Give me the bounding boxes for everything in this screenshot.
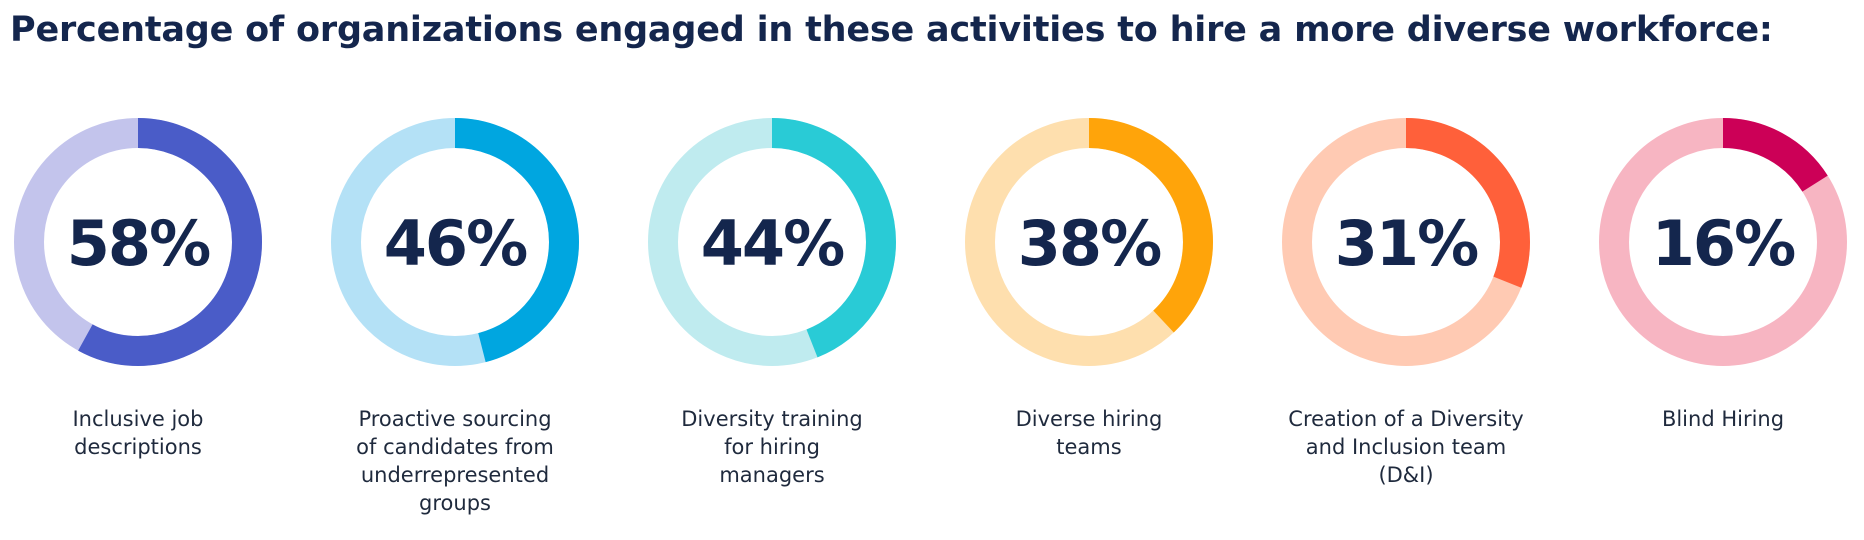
donut-value-arc-1 [14,118,262,366]
donut-caption-2: Proactive sourcing of candidates from un… [356,407,554,515]
donut-value-label-4: 38% [1018,207,1161,280]
donut-caption-5: Creation of a Diversity and Inclusion te… [1288,407,1524,487]
donut-value-arc-5 [1282,118,1530,366]
donut-caption-4: Diverse hiring teams [1015,407,1163,459]
donut-6: 16% [1599,118,1847,366]
donut-value-label-6: 16% [1652,207,1795,280]
chart-title: Percentage of organizations engaged in t… [10,10,1773,50]
donut-3: 44% [648,118,896,366]
donut-value-label-3: 44% [701,207,844,280]
donut-4: 38% [965,118,1213,366]
donut-value-label-5: 31% [1335,207,1478,280]
donut-value-arc-6 [1599,118,1847,366]
donut-value-label-1: 58% [67,207,210,280]
donut-value-label-2: 46% [384,207,527,280]
donut-1: 58% [14,118,262,366]
donut-caption-3: Diversity training for hiring managers [681,407,863,487]
donut-caption-6: Blind Hiring [1661,407,1785,431]
donut-value-arc-2 [331,118,579,366]
donut-value-arc-3 [648,118,896,366]
donut-2: 46% [331,118,579,366]
donut-value-arc-4 [965,118,1213,366]
donut-caption-1: Inclusive job descriptions [72,407,204,459]
donut-5: 31% [1282,118,1530,366]
